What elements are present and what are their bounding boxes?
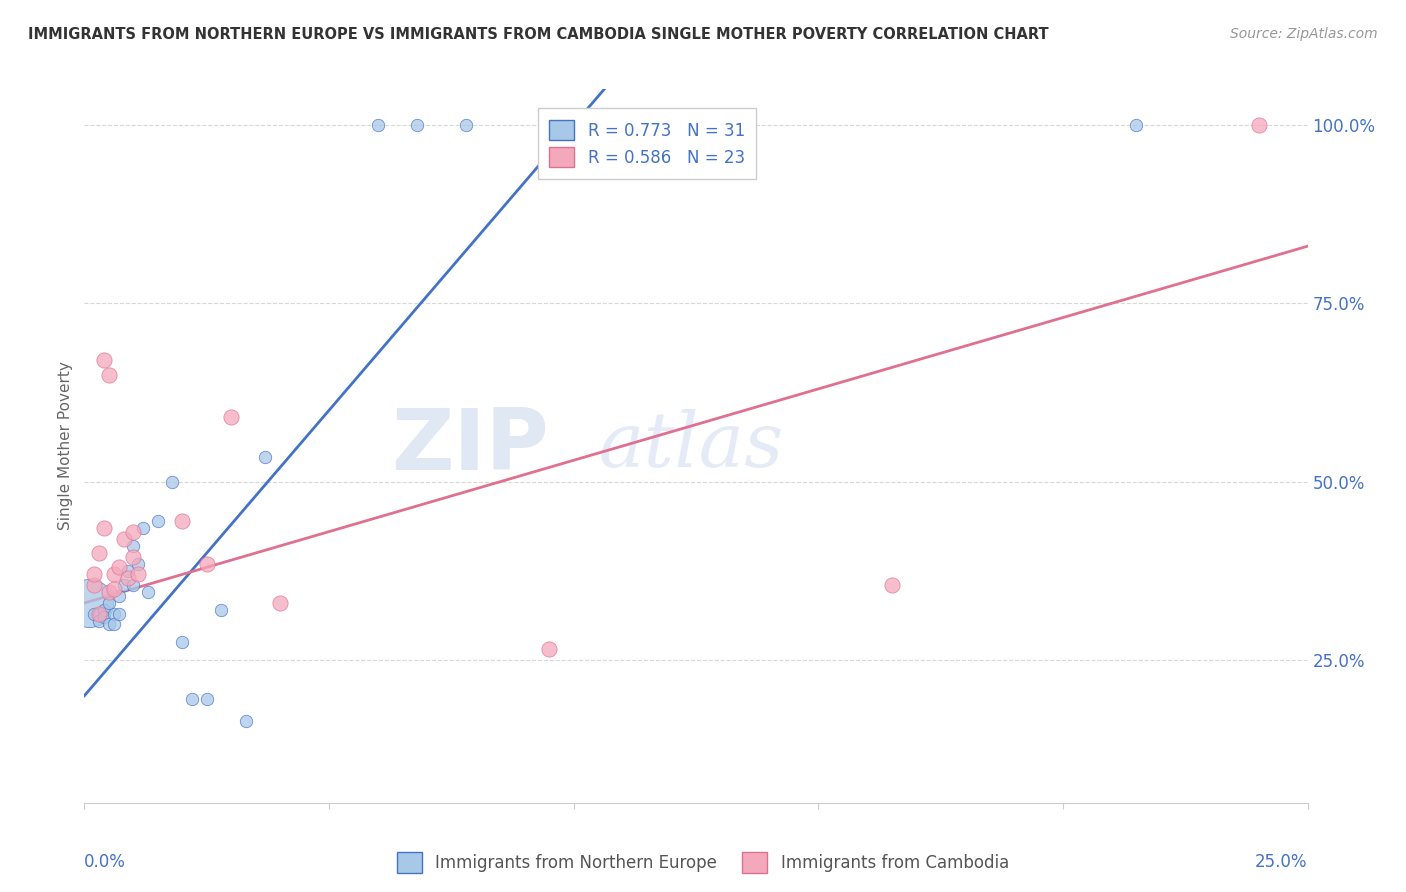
Point <box>172 635 194 649</box>
Point <box>219 410 242 425</box>
Point <box>103 582 125 596</box>
Point <box>97 368 120 382</box>
Point <box>122 549 145 564</box>
Point <box>107 607 129 621</box>
Point <box>112 578 135 592</box>
Point <box>454 118 477 132</box>
Point <box>127 557 149 571</box>
Point <box>97 617 120 632</box>
Point <box>269 596 291 610</box>
Point <box>77 596 100 610</box>
Point <box>880 578 903 592</box>
Point <box>132 521 155 535</box>
Point <box>367 118 389 132</box>
Point <box>1125 118 1147 132</box>
Point <box>107 589 129 603</box>
Point <box>83 567 105 582</box>
Text: 0.0%: 0.0% <box>84 853 127 871</box>
Text: ZIP: ZIP <box>391 404 550 488</box>
Text: Source: ZipAtlas.com: Source: ZipAtlas.com <box>1230 27 1378 41</box>
Legend: R = 0.773   N = 31, R = 0.586   N = 23: R = 0.773 N = 31, R = 0.586 N = 23 <box>537 108 756 179</box>
Point <box>235 714 257 728</box>
Point <box>181 692 204 706</box>
Point <box>93 603 115 617</box>
Point <box>103 567 125 582</box>
Point <box>146 514 169 528</box>
Point <box>97 596 120 610</box>
Point <box>87 607 110 621</box>
Point <box>538 642 561 657</box>
Point <box>103 617 125 632</box>
Point <box>87 614 110 628</box>
Point <box>83 578 105 592</box>
Point <box>107 560 129 574</box>
Point <box>83 607 105 621</box>
Point <box>97 585 120 599</box>
Point <box>117 571 139 585</box>
Point <box>1247 118 1270 132</box>
Point <box>103 607 125 621</box>
Point <box>172 514 194 528</box>
Point <box>254 450 277 464</box>
Point <box>209 603 232 617</box>
Point <box>87 607 110 621</box>
Point <box>195 557 218 571</box>
Point <box>406 118 429 132</box>
Point <box>112 532 135 546</box>
Point <box>122 524 145 539</box>
Point <box>93 610 115 624</box>
Legend: Immigrants from Northern Europe, Immigrants from Cambodia: Immigrants from Northern Europe, Immigra… <box>391 846 1015 880</box>
Point <box>87 546 110 560</box>
Text: IMMIGRANTS FROM NORTHERN EUROPE VS IMMIGRANTS FROM CAMBODIA SINGLE MOTHER POVERT: IMMIGRANTS FROM NORTHERN EUROPE VS IMMIG… <box>28 27 1049 42</box>
Point <box>162 475 184 489</box>
Point <box>127 567 149 582</box>
Point <box>93 353 115 368</box>
Point <box>117 564 139 578</box>
Point <box>122 578 145 592</box>
Y-axis label: Single Mother Poverty: Single Mother Poverty <box>58 361 73 531</box>
Point <box>136 585 159 599</box>
Point <box>93 521 115 535</box>
Text: atlas: atlas <box>598 409 783 483</box>
Point <box>122 539 145 553</box>
Point <box>195 692 218 706</box>
Text: 25.0%: 25.0% <box>1256 853 1308 871</box>
